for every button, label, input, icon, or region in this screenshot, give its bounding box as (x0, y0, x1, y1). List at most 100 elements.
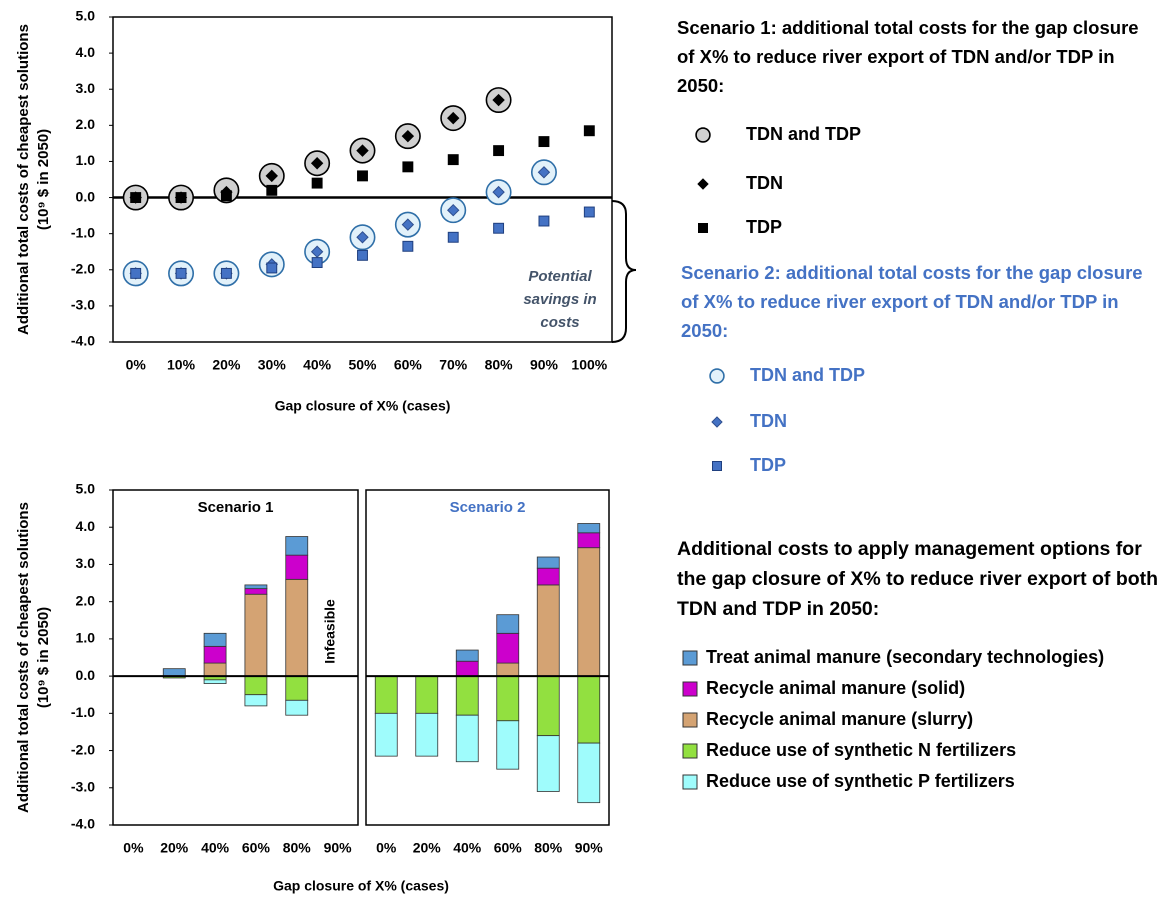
bar-segment (536, 735, 560, 792)
bar-segment (496, 675, 520, 722)
y-tick-label: -3.0 (71, 297, 95, 313)
data-point (265, 169, 278, 183)
x-tick-label: 80% (283, 840, 312, 856)
x-tick-label: 20% (212, 357, 241, 373)
legend-swatch (682, 650, 698, 666)
legend-label: Recycle animal manure (solid) (706, 678, 965, 698)
x-tick-label: 60% (394, 357, 423, 373)
bar-segment (536, 584, 560, 677)
bar-segment (415, 712, 439, 757)
bar-segment (162, 668, 186, 677)
legend-swatch (682, 712, 698, 728)
x-tick-label: 90% (530, 357, 559, 373)
x-tick-label: 20% (160, 840, 189, 856)
x-tick-label: 40% (201, 840, 230, 856)
legend-swatch (682, 681, 698, 697)
bar-segment (285, 675, 309, 701)
bar-segment (536, 556, 560, 569)
plot-frame (112, 16, 613, 343)
data-point (357, 170, 368, 182)
data-point (175, 267, 187, 279)
bar-segment (577, 547, 601, 677)
data-point (356, 144, 369, 157)
x-tick-label: 0% (123, 840, 144, 856)
legend-title: Scenario 1: additional total costs for t… (677, 17, 1139, 96)
y-tick-label: 4.0 (76, 518, 96, 534)
x-axis-title: Gap closure of X% (cases) (275, 398, 451, 414)
data-point (493, 222, 505, 234)
y-tick-label: 5.0 (76, 481, 96, 497)
data-point (538, 136, 550, 148)
y-tick-label: -4.0 (71, 816, 95, 832)
bar-segment (244, 584, 268, 590)
legend-label: Treat animal manure (secondary technolog… (706, 647, 1104, 667)
y-tick-label: -2.0 (71, 741, 95, 757)
bar-segment (244, 588, 268, 595)
bar-segment (496, 614, 520, 634)
legend-swatch (682, 774, 698, 790)
legend-swatch (682, 743, 698, 759)
data-point (130, 192, 142, 204)
bar-segment (455, 675, 479, 716)
y-tick-label: 1.0 (76, 152, 96, 168)
legend-label: TDN and TDP (746, 124, 861, 144)
bar-segment (374, 675, 398, 714)
x-tick-label: 40% (303, 357, 332, 373)
x-tick-label: 80% (485, 357, 514, 373)
data-point (537, 166, 551, 179)
bar-segment (285, 536, 309, 556)
y-tick-label: 2.0 (76, 592, 96, 608)
x-tick-label: 90% (324, 840, 353, 856)
data-point (492, 185, 505, 199)
panel-title: Scenario 1 (198, 499, 274, 516)
data-point (266, 184, 278, 196)
x-tick-label: 10% (167, 357, 196, 373)
legend-label: TDN and TDP (750, 365, 865, 385)
y-axis-title: Additional total costs of cheapest solut… (15, 24, 52, 335)
x-tick-label: 50% (348, 357, 377, 373)
data-point (447, 111, 460, 125)
legend-title: Scenario 2: additional total costs for t… (681, 262, 1143, 341)
y-tick-label: -4.0 (71, 333, 95, 349)
x-axis-title: Gap closure of X% (cases) (273, 878, 449, 894)
bar-segment (455, 649, 479, 662)
data-point (311, 177, 323, 189)
y-tick-label: 0.0 (76, 667, 96, 683)
bar-segment (244, 694, 268, 707)
annotation: Infeasible (321, 599, 337, 664)
bar-segment (496, 720, 520, 770)
y-axis-title-line: (10⁹ $ in 2050) (35, 129, 52, 230)
data-point (401, 218, 415, 231)
panel-title: Scenario 2 (450, 499, 526, 516)
legend-label: Reduce use of synthetic N fertilizers (706, 740, 1016, 760)
data-point (538, 215, 550, 227)
bar-segment (285, 699, 309, 716)
x-tick-label: 90% (575, 840, 604, 856)
bar-segment (536, 567, 560, 586)
data-point (401, 129, 415, 143)
y-tick-label: 3.0 (76, 555, 96, 571)
x-tick-label: 40% (453, 840, 482, 856)
y-tick-label: -1.0 (71, 224, 95, 240)
legend-label: Reduce use of synthetic P fertilizers (706, 771, 1015, 791)
data-point (357, 249, 368, 261)
y-tick-label: 2.0 (76, 116, 96, 132)
panel-frame (112, 489, 359, 826)
bar-segment (374, 712, 398, 757)
data-point (583, 206, 595, 218)
x-tick-label: 20% (413, 840, 442, 856)
x-tick-label: 0% (376, 840, 397, 856)
legend-title: Additional costs to apply management opt… (677, 538, 1159, 620)
data-point (311, 257, 323, 269)
data-point (175, 192, 187, 204)
legend-label: TDN (750, 411, 787, 431)
y-tick-label: 4.0 (76, 44, 96, 60)
bar-segment (577, 523, 601, 534)
data-point (220, 267, 232, 279)
y-axis-title: Additional total costs of cheapest solut… (15, 502, 52, 813)
data-point (220, 190, 232, 202)
legend-marker (695, 127, 711, 143)
x-tick-label: 60% (242, 840, 271, 856)
